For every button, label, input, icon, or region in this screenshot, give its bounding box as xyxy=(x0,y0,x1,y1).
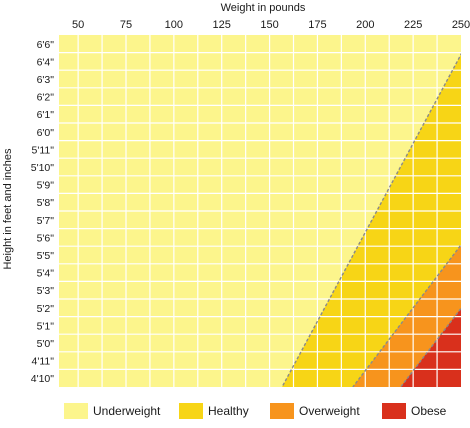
legend-item-underweight: Underweight xyxy=(64,403,161,419)
legend-label: Underweight xyxy=(93,404,161,418)
y-tick-label: 6'1" xyxy=(37,109,55,121)
x-tick-label: 225 xyxy=(404,19,422,31)
legend-label: Obese xyxy=(411,404,447,418)
x-tick-label: 250 xyxy=(452,19,470,31)
y-tick-label: 5'3" xyxy=(37,285,55,297)
x-tick-label: 50 xyxy=(72,19,84,31)
legend-item-overweight: Overweight xyxy=(270,403,360,419)
y-tick-label: 5'2" xyxy=(37,303,55,315)
y-tick-label: 5'9" xyxy=(37,180,55,192)
y-tick-label: 6'3" xyxy=(37,74,55,86)
x-axis-label: Weight in pounds xyxy=(221,2,306,14)
x-axis-ticks: 50 75 100 125 150 175 200 225 250 xyxy=(72,19,470,31)
y-tick-label: 6'6" xyxy=(37,39,55,51)
boundary-lines-layer xyxy=(281,52,461,387)
legend-swatch xyxy=(270,403,294,419)
legend-item-obese: Obese xyxy=(382,403,447,419)
legend-label: Overweight xyxy=(299,404,360,418)
y-tick-label: 5'4" xyxy=(37,268,55,280)
y-axis-label: Height in feet and inches xyxy=(2,148,14,270)
y-tick-label: 5'5" xyxy=(37,250,55,262)
y-axis-ticks: 6'6" 6'4" 6'3" 6'2" 6'1" 6'0" 5'11" 5'10" 5'9" 5'… xyxy=(31,39,55,385)
y-tick-label: 6'0" xyxy=(37,127,55,139)
legend-item-healthy: Healthy xyxy=(179,403,249,419)
legend-swatch xyxy=(382,403,406,419)
y-tick-label: 5'7" xyxy=(37,215,55,227)
legend-swatch xyxy=(179,403,203,419)
y-tick-label: 5'8" xyxy=(37,197,55,209)
y-tick-label: 5'6" xyxy=(37,232,55,244)
x-tick-label: 125 xyxy=(213,19,231,31)
zone-obese xyxy=(400,308,461,387)
legend: Underweight Healthy Overweight Obese xyxy=(64,403,447,419)
x-tick-label: 75 xyxy=(120,19,132,31)
y-tick-label: 5'1" xyxy=(37,320,55,332)
gridlines-layer xyxy=(59,35,461,387)
y-tick-label: 4'11" xyxy=(32,356,55,368)
x-tick-label: 175 xyxy=(308,19,326,31)
x-tick-label: 100 xyxy=(165,19,183,31)
x-tick-label: 150 xyxy=(260,19,278,31)
y-tick-label: 5'0" xyxy=(37,338,55,350)
y-tick-label: 6'4" xyxy=(37,56,55,68)
legend-swatch xyxy=(64,403,88,419)
legend-label: Healthy xyxy=(208,404,249,418)
y-tick-label: 4'10" xyxy=(31,373,55,385)
y-tick-label: 5'10" xyxy=(31,162,55,174)
boundary-line xyxy=(281,52,461,387)
y-tick-label: 5'11" xyxy=(32,144,55,156)
x-tick-label: 200 xyxy=(356,19,374,31)
y-tick-label: 6'2" xyxy=(37,92,55,104)
